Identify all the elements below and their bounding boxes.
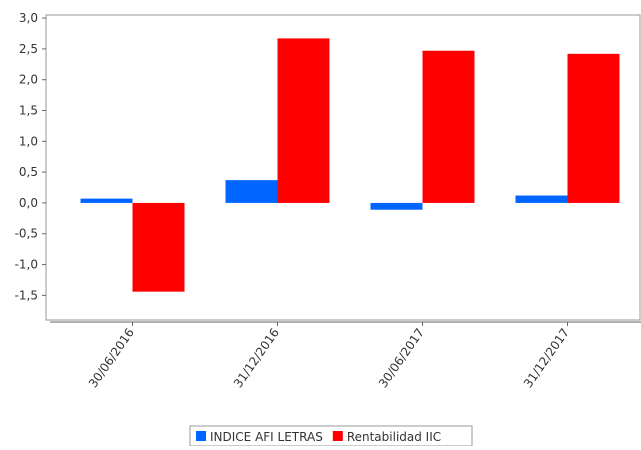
legend-swatch (196, 431, 206, 441)
bar (80, 198, 133, 203)
y-tick-label: 2,0 (19, 73, 38, 87)
legend-swatch (332, 431, 343, 441)
y-tick-label: 2,5 (19, 42, 38, 56)
y-tick-label: 1,5 (19, 104, 38, 118)
y-tick-label: 1,0 (19, 134, 38, 148)
bar (515, 195, 568, 203)
bar (370, 202, 423, 210)
y-tick-label: 0,0 (19, 196, 38, 210)
bar (225, 180, 278, 203)
bar (277, 38, 330, 203)
y-tick-label: -1,0 (15, 258, 38, 272)
y-tick-label: -0,5 (15, 227, 38, 241)
legend: INDICE AFI LETRAS Rentabilidad IIC (189, 425, 473, 447)
y-tick-label: 0,5 (19, 165, 38, 179)
x-tick-label: 30/06/2017 (376, 326, 427, 391)
bar (422, 50, 475, 203)
x-tick-label: 31/12/2016 (231, 326, 282, 391)
y-tick-label: 3,0 (19, 11, 38, 25)
x-tick-label: 31/12/2017 (521, 326, 572, 391)
bar (567, 53, 620, 203)
plot-frame (45, 14, 641, 321)
bar (132, 202, 185, 292)
legend-label: INDICE AFI LETRAS (210, 430, 323, 444)
legend-label: Rentabilidad IIC (347, 430, 441, 444)
y-tick-label: -1,5 (15, 288, 38, 302)
x-tick-label: 30/06/2016 (86, 326, 137, 391)
